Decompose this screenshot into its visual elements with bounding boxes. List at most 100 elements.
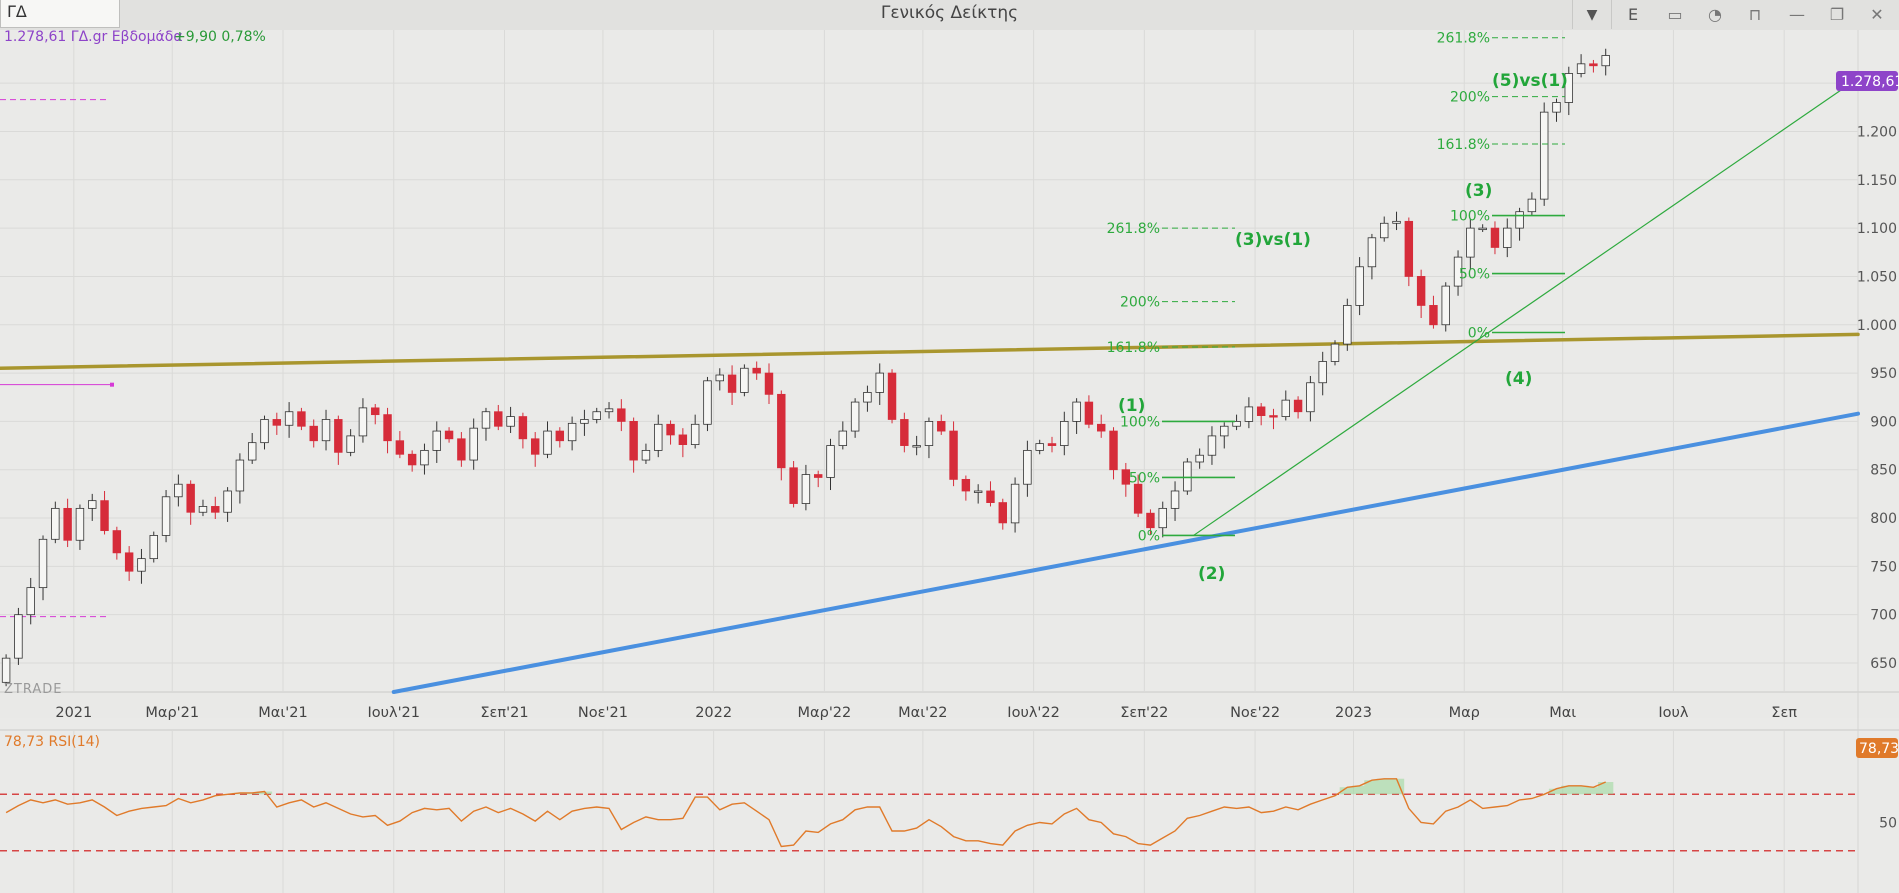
candle-body: [334, 419, 343, 453]
candle-body: [481, 411, 491, 429]
candle-body: [789, 467, 798, 504]
candle-body: [949, 430, 958, 480]
fib-label: 50%: [1459, 267, 1490, 283]
watermark: ZTRADE: [4, 682, 62, 697]
wave-label-3: (3): [1465, 181, 1492, 201]
candle-body: [764, 372, 774, 395]
candle-body: [1133, 483, 1143, 514]
chart-title: 1.278,61 ΓΔ.gr Εβδομάδα: [4, 30, 183, 45]
x-tick-label: Μαρ'22: [798, 705, 852, 721]
candle-body: [260, 419, 269, 444]
panel-icon[interactable]: ▭: [1667, 4, 1683, 24]
candles: [1, 48, 1610, 687]
candle-body: [395, 440, 405, 455]
magenta-marker: [110, 382, 114, 387]
candle-body: [703, 380, 712, 425]
candle-body: [14, 614, 23, 659]
candle-body: [1010, 483, 1020, 524]
fib-label: 0%: [1138, 528, 1160, 544]
candle-body: [850, 401, 860, 432]
candle-body: [924, 421, 934, 446]
y-tick-label: 1.000: [1857, 318, 1897, 334]
last-price-badge: [1836, 71, 1898, 91]
wave-label-2: (2): [1198, 564, 1225, 584]
candle-body: [1158, 507, 1167, 529]
candle-body: [690, 423, 700, 445]
candle-body: [826, 445, 835, 478]
candle-body: [1527, 198, 1537, 213]
minimize-icon[interactable]: —: [1789, 4, 1805, 24]
candle-body: [592, 411, 601, 420]
candle-body: [1035, 443, 1044, 451]
candle-body: [617, 408, 626, 422]
wave-label-5vs1: (5)vs(1): [1492, 71, 1568, 91]
rsi-y-tick-label: 50: [1879, 816, 1897, 832]
candle-body: [1343, 305, 1352, 345]
candle-body: [346, 435, 355, 453]
candle-body: [1539, 111, 1549, 200]
candle-body: [654, 423, 663, 451]
candle-body: [1170, 490, 1180, 509]
candle-body: [629, 421, 638, 461]
candle-body: [580, 419, 589, 424]
candle-body: [211, 506, 220, 513]
x-tick-label: Σεπ'22: [1120, 705, 1168, 721]
candle-body: [1404, 220, 1414, 277]
candle-body: [678, 434, 688, 445]
candle-body: [555, 430, 565, 442]
chart-change: +9,90 0,78%: [174, 30, 266, 45]
restore-icon[interactable]: ❐: [1829, 4, 1845, 24]
rsi-title: 78,73 RSI(14): [4, 734, 100, 750]
candle-body: [740, 367, 749, 393]
candle-body: [506, 416, 515, 427]
candle-body: [1589, 63, 1598, 67]
candle-body: [272, 419, 282, 426]
toolbar-e-button[interactable]: E: [1627, 4, 1639, 24]
symbol-dropdown-button[interactable]: ▼: [1572, 0, 1612, 29]
candle-body: [838, 430, 848, 446]
fib-label: 100%: [1450, 209, 1490, 225]
candle-body: [801, 474, 811, 504]
candle-body: [641, 449, 651, 461]
symbol-input[interactable]: ΓΔ: [0, 0, 120, 28]
close-icon[interactable]: ✕: [1870, 4, 1884, 24]
candle-body: [100, 500, 109, 532]
x-tick-label: Νοε'21: [578, 705, 628, 721]
candle-body: [297, 411, 306, 427]
candle-body: [88, 500, 97, 509]
x-tick-label: 2021: [55, 705, 92, 721]
fib-label: 161.8%: [1107, 340, 1160, 356]
candle-body: [223, 490, 232, 513]
y-tick-label: 1.150: [1857, 173, 1897, 189]
candle-body: [1306, 382, 1315, 413]
candle-body: [518, 416, 528, 440]
candle-body: [900, 419, 909, 446]
candle-body: [407, 453, 417, 466]
y-tick-label: 700: [1870, 608, 1897, 624]
candle-body: [149, 535, 158, 560]
y-tick-label: 750: [1870, 559, 1897, 575]
candle-body: [1478, 227, 1487, 231]
candle-body: [875, 372, 884, 393]
candle-body: [752, 367, 761, 374]
static-decor: [0, 99, 114, 618]
candle-body: [998, 502, 1007, 524]
chart-area: 100% 50% 0% 161.8% 200% 261.8% 100% 50% 0% 161.8%…: [0, 30, 1899, 893]
last-price-label: 1.278,61: [1841, 74, 1899, 90]
lock-icon[interactable]: ⊓: [1748, 4, 1762, 24]
x-tick-label: 2022: [695, 705, 732, 721]
candle-body: [1293, 399, 1303, 413]
rsi-line: [5, 778, 1606, 848]
fib-label: 0%: [1468, 325, 1490, 341]
candle-body: [383, 414, 392, 442]
candle-body: [75, 507, 85, 541]
candle-body: [666, 423, 675, 436]
chat-icon[interactable]: ◔: [1708, 4, 1722, 24]
candle-body: [1183, 461, 1192, 492]
candle-body: [1466, 227, 1475, 258]
candle-body: [432, 430, 441, 451]
y-tick-label: 650: [1870, 656, 1897, 672]
wave-label-1: (1): [1118, 396, 1145, 416]
candle-body: [1207, 435, 1217, 456]
candle-body: [420, 449, 429, 466]
